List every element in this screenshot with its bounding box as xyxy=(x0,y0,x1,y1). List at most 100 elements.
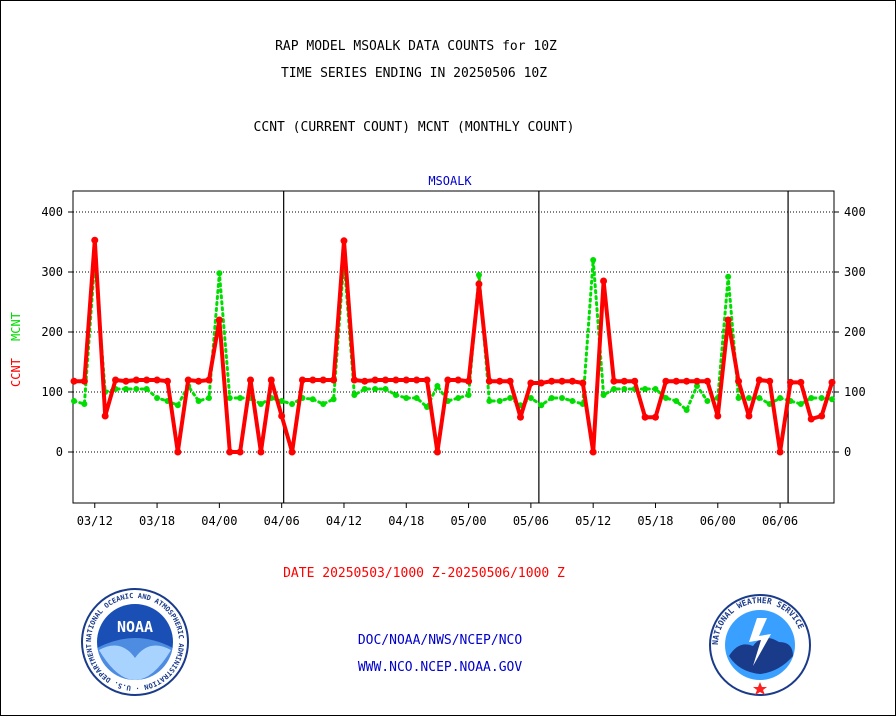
x-tick-label: 03/18 xyxy=(139,514,175,528)
gridlines xyxy=(73,211,834,453)
y-tick-label: 200 xyxy=(844,325,866,339)
x-tick-label: 05/06 xyxy=(513,514,549,528)
data-point-mcnt xyxy=(642,386,649,392)
data-point-ccnt xyxy=(548,377,556,385)
data-point-ccnt xyxy=(807,415,815,423)
data-point-mcnt xyxy=(818,395,825,401)
data-point-mcnt xyxy=(216,270,223,277)
data-point-mcnt xyxy=(621,386,628,392)
data-point-mcnt xyxy=(507,395,514,401)
data-point-mcnt xyxy=(455,395,462,401)
data-point-ccnt xyxy=(672,377,680,385)
data-point-mcnt xyxy=(777,395,784,401)
data-point-ccnt xyxy=(122,377,130,385)
data-point-ccnt xyxy=(475,280,483,288)
y-axis-right: 0 100 200 300 400 xyxy=(834,205,866,459)
credit-line1[interactable]: DOC/NOAA/NWS/NCEP/NCO xyxy=(357,633,523,648)
x-tick-label: 04/12 xyxy=(326,514,362,528)
data-point-mcnt xyxy=(829,396,835,403)
data-point-ccnt xyxy=(589,448,597,456)
data-point-mcnt xyxy=(413,395,420,401)
data-point-mcnt xyxy=(704,398,711,404)
data-point-mcnt xyxy=(756,395,763,401)
data-point-ccnt xyxy=(423,376,431,384)
data-point-ccnt xyxy=(641,413,649,421)
x-tick-label: 03/12 xyxy=(77,514,113,528)
nws-logo-icon: NATIONAL WEATHER SERVICE xyxy=(709,594,811,696)
data-point-ccnt xyxy=(683,377,691,385)
y-axis-label-mcnt: MCNT xyxy=(9,312,23,341)
data-point-mcnt xyxy=(694,383,701,389)
data-point-ccnt xyxy=(433,448,441,456)
data-point-ccnt xyxy=(330,376,338,384)
data-point-mcnt xyxy=(403,395,410,401)
data-point-mcnt xyxy=(662,395,669,401)
data-point-mcnt xyxy=(590,257,597,263)
data-point-ccnt xyxy=(797,378,805,386)
credit-line2[interactable]: WWW.NCO.NCEP.NOAA.GOV xyxy=(357,660,523,675)
y-tick-label: 300 xyxy=(41,265,63,279)
data-point-mcnt xyxy=(808,395,815,401)
data-point-ccnt xyxy=(703,377,711,385)
data-point-ccnt xyxy=(184,376,192,384)
data-point-ccnt xyxy=(766,377,774,385)
data-point-mcnt xyxy=(496,398,503,404)
data-point-ccnt xyxy=(278,412,286,420)
data-point-ccnt xyxy=(662,377,670,385)
data-point-ccnt xyxy=(153,376,161,384)
data-point-mcnt xyxy=(548,395,555,401)
data-point-ccnt xyxy=(371,376,379,384)
data-point-ccnt xyxy=(527,379,535,387)
data-point-ccnt xyxy=(382,376,390,384)
data-point-ccnt xyxy=(818,412,826,420)
data-point-ccnt xyxy=(454,376,462,384)
data-point-ccnt xyxy=(288,448,296,456)
y-tick-label: 300 xyxy=(844,265,866,279)
data-point-mcnt xyxy=(226,395,233,401)
data-point-mcnt xyxy=(673,398,680,404)
y-tick-label: 200 xyxy=(41,325,63,339)
data-point-mcnt xyxy=(372,386,379,392)
data-point-mcnt xyxy=(538,402,545,409)
data-point-ccnt xyxy=(610,377,618,385)
data-point-ccnt xyxy=(568,377,576,385)
data-point-ccnt xyxy=(631,377,639,385)
data-point-ccnt xyxy=(745,412,753,420)
data-point-ccnt xyxy=(70,377,78,385)
data-point-mcnt xyxy=(195,398,202,404)
data-point-ccnt xyxy=(257,448,265,456)
x-tick-label: 06/00 xyxy=(700,514,736,528)
y-tick-label: 100 xyxy=(41,385,63,399)
plot-title: MSOALK xyxy=(428,174,472,188)
data-point-ccnt xyxy=(620,377,628,385)
data-point-ccnt xyxy=(828,378,836,386)
data-point-mcnt xyxy=(71,398,77,404)
x-tick-label: 06/06 xyxy=(762,514,798,528)
data-point-ccnt xyxy=(776,448,784,456)
data-point-ccnt xyxy=(579,379,587,387)
data-point-ccnt xyxy=(714,412,722,420)
data-point-mcnt xyxy=(725,273,732,280)
data-point-ccnt xyxy=(735,377,743,385)
data-point-ccnt xyxy=(174,448,182,456)
data-point-ccnt xyxy=(496,377,504,385)
y-axis-label-ccnt: CCNT xyxy=(9,358,23,387)
y-axis-left: 0 100 200 300 400 xyxy=(41,205,73,459)
data-point-ccnt xyxy=(226,448,234,456)
x-tick-label: 04/06 xyxy=(264,514,300,528)
data-point-ccnt xyxy=(651,413,659,421)
data-point-ccnt xyxy=(537,379,545,387)
data-point-ccnt xyxy=(298,376,306,384)
data-point-ccnt xyxy=(516,413,524,421)
data-point-ccnt xyxy=(340,237,348,245)
data-point-mcnt xyxy=(434,383,441,389)
data-point-mcnt xyxy=(735,395,742,401)
data-point-ccnt xyxy=(558,377,566,385)
data-point-mcnt xyxy=(610,386,617,392)
x-axis: 03/12 03/18 04/00 04/06 04/12 04/18 05/00 05/06… xyxy=(77,503,798,528)
chart-subtitle: CCNT (CURRENT COUNT) MCNT (MONTHLY COUNT… xyxy=(253,120,575,135)
data-point-mcnt xyxy=(361,386,368,392)
data-point-mcnt xyxy=(257,401,264,407)
data-point-mcnt xyxy=(392,392,399,398)
data-point-mcnt xyxy=(205,395,212,401)
